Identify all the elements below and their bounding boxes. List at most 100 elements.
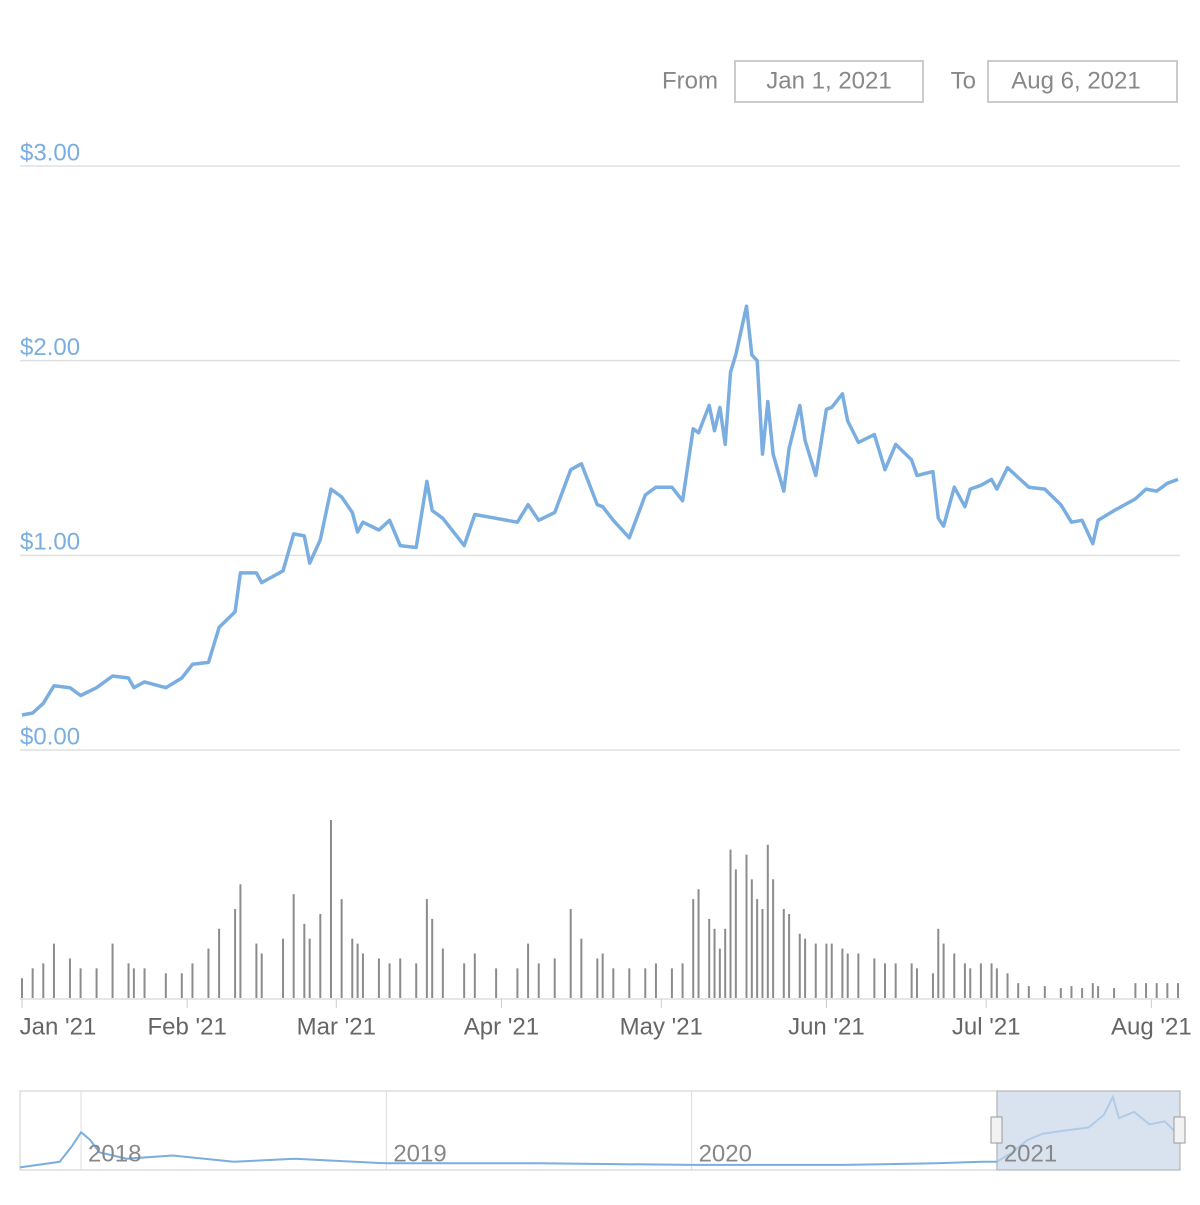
volume-bar bbox=[132, 968, 135, 998]
volume-bar bbox=[995, 968, 998, 998]
volume-bar bbox=[31, 968, 34, 998]
volume-bar bbox=[969, 968, 972, 998]
volume-bar bbox=[1059, 988, 1062, 998]
volume-bar bbox=[601, 953, 604, 998]
volume-bar bbox=[303, 923, 306, 998]
volume-bar bbox=[990, 963, 993, 998]
volume-bar bbox=[282, 938, 285, 998]
volume-bar bbox=[234, 909, 237, 998]
volume-bar bbox=[1166, 983, 1169, 998]
volume-bar bbox=[766, 844, 769, 998]
volume-bar bbox=[1017, 983, 1020, 998]
volume-bar bbox=[612, 968, 615, 998]
volume-bar bbox=[361, 953, 364, 998]
x-tick-label: Apr '21 bbox=[464, 1013, 539, 1040]
volume-bar bbox=[1081, 988, 1084, 998]
volume-bar bbox=[724, 928, 727, 998]
y-tick-label: $0.00 bbox=[20, 723, 80, 750]
navigator-tick-label: 2020 bbox=[699, 1140, 752, 1167]
volume-bar bbox=[756, 899, 759, 998]
volume-bar bbox=[931, 973, 934, 998]
volume-bar bbox=[52, 943, 55, 998]
navigator-handle[interactable] bbox=[990, 1116, 1003, 1144]
volume-bar bbox=[527, 943, 530, 998]
volume-bar bbox=[628, 968, 631, 998]
volume-bar bbox=[164, 973, 167, 998]
volume-bar bbox=[697, 889, 700, 998]
volume-bar bbox=[857, 953, 860, 998]
navigator-tick-label: 2018 bbox=[88, 1140, 141, 1167]
y-tick-label: $2.00 bbox=[20, 334, 80, 361]
from-input[interactable] bbox=[734, 60, 924, 103]
volume-bar bbox=[1177, 983, 1179, 998]
volume-bar bbox=[718, 948, 721, 998]
volume-bar bbox=[569, 909, 572, 998]
volume-bar bbox=[1113, 988, 1116, 998]
volume-bar bbox=[415, 963, 418, 998]
volume-bar bbox=[750, 879, 753, 998]
volume-bar bbox=[745, 854, 748, 998]
volume-bar bbox=[963, 963, 966, 998]
volume-bar bbox=[814, 943, 817, 998]
x-tick-label: Jul '21 bbox=[952, 1013, 1021, 1040]
x-tick-label: Jan '21 bbox=[20, 1013, 97, 1040]
volume-bar bbox=[788, 913, 791, 998]
volume-bar bbox=[894, 963, 897, 998]
volume-bar bbox=[846, 953, 849, 998]
navigator-handle[interactable] bbox=[1173, 1116, 1186, 1144]
volume-bar bbox=[729, 849, 732, 998]
volume-bar bbox=[463, 963, 466, 998]
volume-bar bbox=[95, 968, 98, 998]
volume-bar bbox=[127, 963, 130, 998]
volume-bar bbox=[473, 953, 476, 998]
x-tick-label: Feb '21 bbox=[147, 1013, 226, 1040]
volume-bar bbox=[1097, 986, 1100, 998]
volume-bar bbox=[239, 884, 242, 998]
volume-bar bbox=[825, 943, 828, 998]
volume-bar bbox=[1070, 986, 1073, 998]
volume-bar bbox=[873, 958, 876, 998]
volume-bar bbox=[772, 879, 775, 998]
from-value: Jan 1, 2021 bbox=[766, 67, 891, 94]
volume-bar bbox=[692, 899, 695, 998]
volume-bar bbox=[580, 938, 583, 998]
volume-bar bbox=[42, 963, 45, 998]
volume-bar bbox=[804, 938, 807, 998]
volume-bar bbox=[937, 928, 940, 998]
volume-bar bbox=[516, 968, 519, 998]
from-label: From bbox=[662, 67, 718, 94]
volume-bar bbox=[260, 953, 263, 998]
to-label: To bbox=[951, 67, 976, 94]
volume-bar bbox=[388, 963, 391, 998]
y-tick-label: $3.00 bbox=[20, 139, 80, 166]
x-tick-label: Mar '21 bbox=[297, 1013, 376, 1040]
volume-bar bbox=[441, 948, 444, 998]
volume-bar bbox=[68, 958, 71, 998]
volume-bar bbox=[191, 963, 194, 998]
x-tick-label: Aug '21 bbox=[1111, 1013, 1192, 1040]
volume-bar bbox=[915, 968, 918, 998]
volume-bar bbox=[708, 918, 711, 998]
volume-bar bbox=[329, 820, 332, 998]
volume-bar bbox=[1006, 973, 1009, 998]
volume-bar bbox=[425, 899, 428, 998]
volume-bar bbox=[910, 963, 913, 998]
volume-bar bbox=[681, 963, 684, 998]
navigator-selection[interactable] bbox=[996, 1090, 1181, 1171]
y-tick-label: $1.00 bbox=[20, 529, 80, 556]
volume-bar bbox=[180, 973, 183, 998]
volume-bar bbox=[761, 909, 764, 998]
volume-bar bbox=[979, 963, 982, 998]
volume-bar bbox=[713, 928, 716, 998]
volume-bar bbox=[596, 958, 599, 998]
volume-bar bbox=[942, 943, 945, 998]
volume-bar bbox=[218, 928, 221, 998]
navigator-tick-label: 2019 bbox=[393, 1140, 446, 1167]
to-value: Aug 6, 2021 bbox=[1011, 67, 1140, 94]
volume-bar bbox=[255, 943, 258, 998]
volume-bar bbox=[143, 968, 146, 998]
volume-bar bbox=[798, 933, 801, 998]
volume-bar bbox=[399, 958, 402, 998]
to-input[interactable] bbox=[987, 60, 1178, 103]
volume-bar bbox=[830, 943, 833, 998]
